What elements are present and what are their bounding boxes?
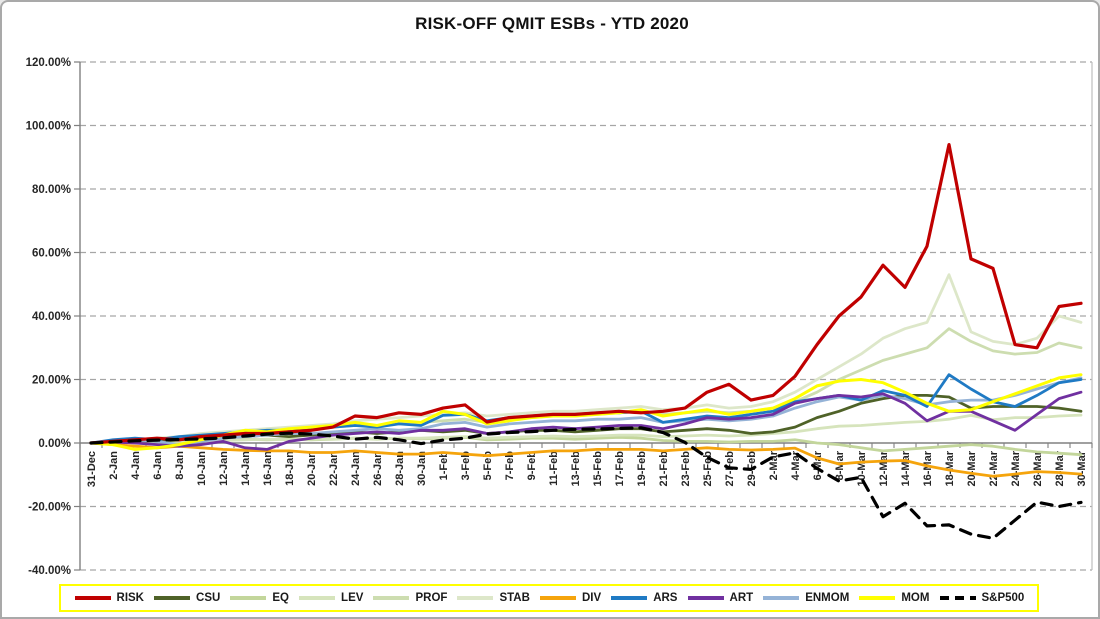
legend-label: LEV (341, 592, 364, 604)
legend-swatch (230, 596, 267, 600)
x-axis-label: 26-Jan (372, 451, 384, 486)
x-axis-label: 1-Feb (438, 451, 450, 481)
y-axis-label: -20.00% (28, 502, 71, 514)
x-axis-label: 30-Mar (1076, 450, 1088, 486)
legend-label: DIV (581, 592, 602, 604)
series-line-prof (89, 327, 1083, 445)
legend-label: STAB (499, 592, 530, 604)
x-axis-label: 20-Mar (966, 450, 978, 486)
x-axis-label: 12-Mar (878, 450, 890, 486)
x-axis-label: 11-Feb (548, 451, 560, 486)
legend-swatch (457, 596, 494, 600)
legend-item-csu: CSU (153, 592, 220, 604)
x-axis-label: 14-Mar (900, 450, 912, 486)
legend-swatch (763, 596, 800, 600)
x-axis-label: 12-Jan (218, 451, 230, 486)
series-line-stab (89, 273, 1083, 445)
y-axis-label: 20.00% (32, 375, 71, 387)
legend-swatch (687, 596, 724, 600)
x-axis-label: 8-Jan (174, 451, 186, 480)
legend-label: S&P500 (981, 592, 1025, 604)
x-axis-label: 10-Jan (196, 451, 208, 486)
y-axis-label: 0.00% (38, 438, 71, 450)
x-axis-label: 14-Jan (240, 451, 252, 486)
series-line-lev (89, 413, 1083, 445)
x-axis-label: 18-Jan (284, 451, 296, 486)
legend-label: PROF (415, 592, 448, 604)
x-axis-label: 5-Feb (482, 451, 494, 481)
x-axis-label: 18-Mar (944, 450, 956, 486)
x-axis-label: 4-Jan (130, 451, 142, 480)
x-axis-label: 22-Jan (328, 451, 340, 486)
x-axis-label: 24-Jan (350, 451, 362, 486)
legend-label: ENMOM (805, 592, 850, 604)
legend-swatch (299, 596, 336, 600)
series-line-sp500 (89, 426, 1083, 540)
x-axis-label: 30-Jan (416, 451, 428, 486)
legend-item-mom: MOM (858, 592, 929, 604)
x-axis-label: 16-Jan (262, 451, 274, 486)
y-axis-label: -40.00% (28, 565, 71, 577)
legend-item-ars: ARS (610, 592, 677, 604)
legend-item-lev: LEV (298, 592, 363, 604)
legend-item-sp500: S&P500 (939, 592, 1025, 604)
y-axis-label: 80.00% (32, 184, 71, 196)
x-axis-label: 21-Feb (658, 451, 670, 487)
legend-swatch (859, 596, 896, 600)
x-axis-label: 17-Feb (614, 451, 626, 487)
y-axis-label: 60.00% (32, 248, 71, 260)
legend-swatch (373, 596, 410, 600)
legend-label: RISK (116, 592, 144, 604)
series-line-risk (89, 143, 1083, 445)
legend-label: CSU (196, 592, 221, 604)
x-axis-label: 16-Mar (922, 450, 934, 486)
x-axis-label: 3-Feb (460, 451, 472, 481)
x-axis-label: 13-Feb (570, 451, 582, 487)
y-axis-label: 100.00% (26, 121, 71, 133)
legend-item-stab: STAB (456, 592, 530, 604)
x-axis-label: 20-Jan (306, 451, 318, 486)
x-axis-label: 28-Mar (1054, 450, 1066, 486)
legend-item-risk: RISK (74, 592, 144, 604)
x-axis-label: 25-Feb (702, 451, 714, 487)
x-axis-label: 31-Dec (86, 451, 98, 487)
legend-swatch (539, 596, 576, 600)
x-axis-label: 6-Jan (152, 451, 164, 480)
legend-label: ART (729, 592, 754, 604)
legend-item-art: ART (687, 592, 754, 604)
legend-swatch (939, 596, 976, 600)
legend-swatch (74, 596, 111, 600)
legend-label: EQ (272, 592, 289, 604)
x-axis-label: 4-Mar (790, 450, 802, 480)
y-axis-label: 120.00% (26, 57, 71, 69)
series-line-div (89, 441, 1083, 478)
x-axis-label: 7-Feb (504, 451, 516, 481)
legend-item-enmom: ENMOM (762, 592, 849, 604)
x-axis-label: 15-Feb (592, 451, 604, 487)
legend-label: ARS (653, 592, 678, 604)
legend-swatch (154, 596, 191, 600)
legend-item-div: DIV (539, 592, 601, 604)
x-axis-label: 2-Jan (108, 451, 120, 480)
x-axis-label: 22-Mar (988, 450, 1000, 486)
y-axis-label: 40.00% (32, 311, 71, 323)
chart-title: RISK-OFF QMIT ESBs - YTD 2020 (415, 14, 689, 33)
x-axis-label: 10-Mar (856, 450, 868, 486)
x-axis-label: 26-Mar (1032, 450, 1044, 486)
legend-item-prof: PROF (372, 592, 447, 604)
x-axis-label: 28-Jan (394, 451, 406, 486)
legend-swatch (611, 596, 648, 600)
x-axis-label: 23-Feb (680, 451, 692, 487)
x-axis-label: 24-Mar (1010, 450, 1022, 486)
x-axis-label: 19-Feb (636, 451, 648, 487)
x-axis-label: 9-Feb (526, 451, 538, 481)
legend-label: MOM (901, 592, 930, 604)
legend: RISK CSU EQ LEV PROF STAB DIV ARS ART ENMOM MOM S&P… (59, 584, 1039, 612)
legend-item-eq: EQ (229, 592, 289, 604)
